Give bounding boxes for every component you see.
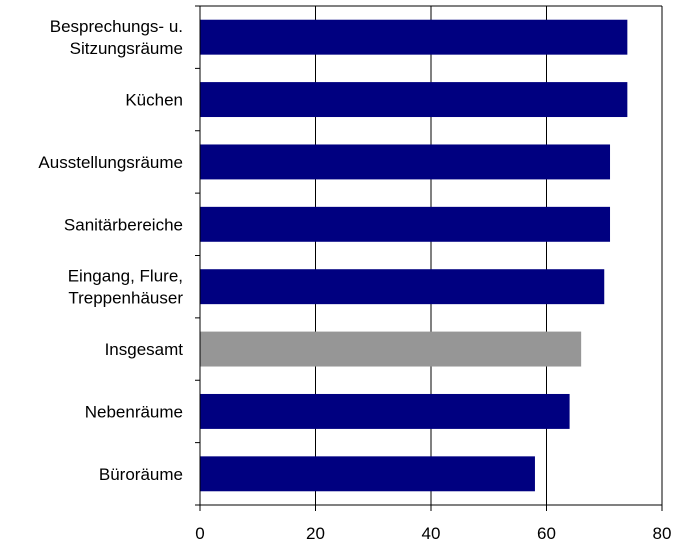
category-label-6-line-0: Nebenräume — [85, 402, 183, 421]
category-label-0-line-1: Sitzungsräume — [70, 39, 183, 58]
bar-3 — [200, 206, 611, 242]
bar-6 — [200, 393, 570, 429]
category-label-4: Eingang, Flure, Treppenhäuser — [68, 267, 184, 308]
bar-2 — [200, 144, 611, 180]
category-label-7: Büroräume — [99, 465, 183, 484]
bar-1 — [200, 82, 628, 118]
bar-5 — [200, 331, 582, 367]
axes — [195, 5, 663, 511]
category-label-2: Ausstellungsräume — [38, 153, 183, 172]
category-label-2-line-0: Ausstellungsräume — [38, 153, 183, 172]
bar-4 — [200, 269, 605, 305]
x-tick-label-3: 60 — [537, 524, 556, 543]
category-label-3-line-0: Sanitärbereiche — [64, 215, 183, 234]
category-label-3: Sanitärbereiche — [64, 215, 183, 234]
x-tick-label-0: 0 — [195, 524, 204, 543]
category-label-4-line-0: Eingang, Flure, — [68, 267, 183, 286]
category-label-0-line-0: Besprechungs- u. — [50, 17, 183, 36]
category-label-5: Insgesamt — [105, 340, 184, 359]
category-label-1-line-0: Küchen — [125, 91, 183, 110]
category-label-1: Küchen — [125, 91, 183, 110]
x-tick-label-2: 40 — [422, 524, 441, 543]
x-tick-label-1: 20 — [306, 524, 325, 543]
category-label-5-line-0: Insgesamt — [105, 340, 184, 359]
bars — [200, 19, 628, 492]
category-labels: Besprechungs- u. Sitzungsräume Küchen Ausst… — [38, 17, 183, 484]
category-label-0: Besprechungs- u. Sitzungsräume — [50, 17, 183, 58]
gridlines — [200, 5, 663, 505]
category-label-7-line-0: Büroräume — [99, 465, 183, 484]
category-label-4-line-1: Treppenhäuser — [68, 289, 183, 308]
bar-0 — [200, 19, 628, 55]
tick-labels: 0 20 40 60 80 — [195, 524, 671, 543]
x-tick-label-4: 80 — [653, 524, 672, 543]
bar-7 — [200, 456, 535, 492]
category-label-6: Nebenräume — [85, 402, 183, 421]
